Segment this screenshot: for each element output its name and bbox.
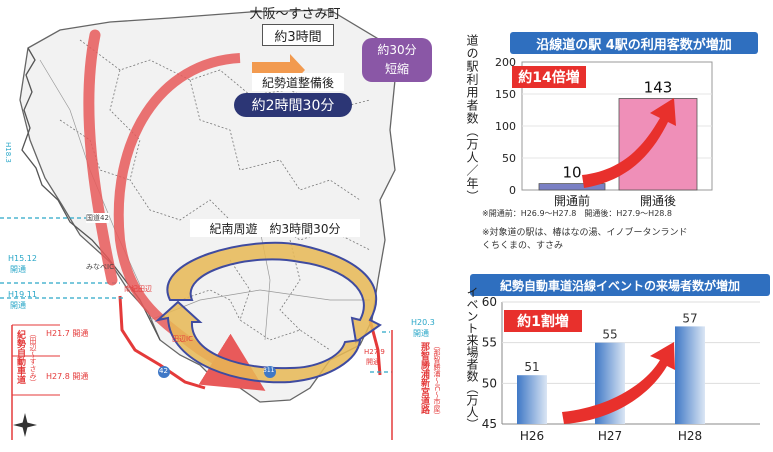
loop-label: 紀南周遊 約3時間30分 bbox=[190, 219, 360, 237]
chart2-panel: 紀勢自動車道沿線イベントの来場者数が増加 イベント来場者数（万人） 45 50 55… bbox=[462, 262, 773, 448]
chart2-ytick-1: 50 bbox=[482, 376, 497, 390]
right-vertical-sub: （那智勝浦～IC～市屋） bbox=[433, 342, 441, 419]
compass-icon bbox=[13, 413, 37, 437]
route-arrow-west bbox=[83, 29, 118, 286]
label-h27-8: H27.8 開通 bbox=[46, 372, 89, 381]
chart1-data-label-1: 143 bbox=[644, 78, 673, 96]
chart1-bar-0 bbox=[538, 183, 606, 191]
label-h18-3: H18.3 bbox=[4, 142, 12, 163]
chart2-growth-arrow bbox=[562, 342, 675, 424]
chart2-title: 紀勢自動車道沿線イベントの来場者数が増加 bbox=[470, 274, 770, 296]
time-before-label: 約3時間 bbox=[262, 24, 334, 46]
chart1-data-label-0: 10 bbox=[562, 164, 581, 182]
label-h19-11-open: 開通 bbox=[10, 301, 26, 310]
chart1-title: 沿線道の駅 4駅の利用客数が増加 bbox=[510, 32, 758, 54]
chart1-xtick-0: 開通前 bbox=[554, 193, 590, 208]
time-after-label: 約2時間30分 bbox=[234, 93, 352, 117]
label-h20-3-open: 開通 bbox=[413, 329, 429, 338]
opening-markers bbox=[0, 217, 392, 373]
chart2-xtick-1: H27 bbox=[598, 429, 622, 443]
chart2-svg: 45 50 55 60 51 H26 55 H27 57 H28 bbox=[482, 295, 760, 443]
label-h27-9: H27.9 bbox=[364, 348, 385, 356]
chart1-xtick-1: 開通後 bbox=[640, 194, 676, 208]
chart2-data-label-0: 51 bbox=[524, 360, 539, 374]
chart2-badge: 約1割増 bbox=[504, 310, 582, 332]
chart1-ytick-1: 50 bbox=[502, 152, 516, 165]
chart1-svg: 0 50 100 150 200 10 開通前 143 開通後 bbox=[495, 56, 713, 208]
label-nanki-tanabe: 南紀田辺 bbox=[124, 285, 152, 293]
left-vertical-sub: （田辺～すさみ） bbox=[29, 330, 37, 386]
label-h27-9-open: 開通 bbox=[366, 358, 380, 366]
chart2-xtick-0: H26 bbox=[520, 429, 544, 443]
reduction-bubble: 約30分 短縮 bbox=[362, 38, 432, 82]
reduction-line1: 約30分 bbox=[377, 43, 417, 57]
chart2-xtick-2: H28 bbox=[678, 429, 702, 443]
route-311-label: 311 bbox=[263, 367, 275, 374]
label-national-route: 国道42 bbox=[86, 213, 109, 223]
label-h20-3: H20.3 bbox=[411, 318, 435, 327]
chart1-note-2: ※対象道の駅は、椿はなの湯、イノブータンランド bbox=[482, 228, 688, 238]
chart2-data-label-1: 55 bbox=[602, 328, 617, 342]
chart2-ytick-3: 60 bbox=[482, 295, 497, 309]
left-vertical-label: 紀勢自動車道 bbox=[15, 330, 25, 384]
route-from-label: 大阪～すさみ町 bbox=[249, 6, 341, 22]
chart2-bar-2 bbox=[675, 326, 705, 424]
chart2-ytick-0: 45 bbox=[482, 417, 497, 431]
chart2-data-label-2: 57 bbox=[682, 311, 697, 325]
right-vertical-label: 那智勝浦新宮道路 bbox=[419, 342, 429, 414]
label-h15-12-open: 開通 bbox=[10, 265, 26, 274]
label-h19-11: H19.11 bbox=[8, 290, 37, 299]
route-arrow-south bbox=[113, 53, 266, 391]
label-h15-12: H15.12 bbox=[8, 254, 37, 263]
loop-route-lower bbox=[154, 300, 362, 384]
map-panel: 大阪～すさみ町 約3時間 紀勢道整備後 約2時間30分 約30分 短縮 紀南周遊… bbox=[0, 6, 441, 440]
chart2-bar-0 bbox=[517, 375, 547, 424]
chart1-ytick-4: 200 bbox=[495, 56, 516, 69]
chart1-ylabel: 道の駅利用者数（万人／年） bbox=[465, 34, 479, 203]
label-minabe-ic: みなべIC bbox=[86, 263, 114, 271]
chart1-badge: 約14倍増 bbox=[512, 66, 586, 88]
chart1-ytick-2: 100 bbox=[495, 120, 516, 133]
chart2-ytick-2: 55 bbox=[482, 336, 497, 350]
route-42-label: 42 bbox=[159, 367, 168, 375]
label-tanabe-ic: 田辺IC bbox=[172, 335, 193, 343]
expressway-line bbox=[118, 295, 206, 390]
chart1-growth-arrow bbox=[582, 98, 676, 188]
chart2-ylabel: イベント来場者数（万人） bbox=[465, 286, 479, 430]
chart1-note-1: ※開通前：H26.9～H27.8 開通後：H27.9～H28.8 bbox=[482, 209, 673, 218]
label-h21-7: H21.7 開通 bbox=[46, 329, 89, 338]
chart1-ytick-0: 0 bbox=[509, 184, 516, 197]
chart1-note-3: くちくまの、すさみ bbox=[482, 241, 564, 251]
time-after-caption: 紀勢道整備後 bbox=[252, 73, 344, 91]
loop-route bbox=[166, 241, 382, 344]
chart1-panel: 沿線道の駅 4駅の利用客数が増加 道の駅利用者数（万人／年） 0 50 100 150… bbox=[462, 0, 773, 262]
reduction-line2: 短縮 bbox=[384, 62, 409, 76]
chart1-ytick-3: 150 bbox=[495, 88, 516, 101]
